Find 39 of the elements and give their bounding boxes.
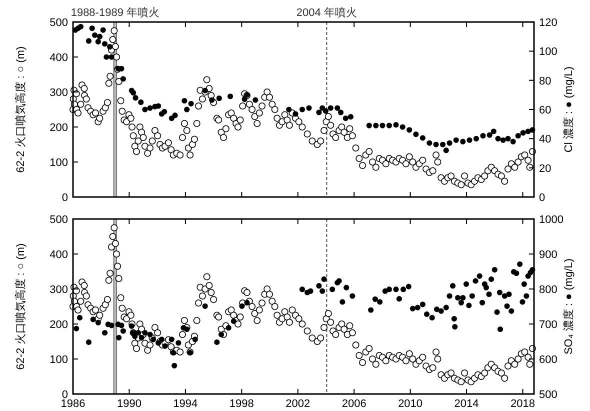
y2-tick-label: 120 — [539, 17, 558, 29]
x-tick-label: 2006 — [342, 398, 366, 410]
y-tick-label: 300 — [50, 87, 68, 99]
y2-tick-label: 0 — [539, 192, 546, 204]
x-tick-label: 1998 — [229, 398, 254, 410]
x-tick-label: 2014 — [454, 398, 479, 410]
x-tick-label: 1990 — [116, 398, 142, 410]
x-tick-label: 2010 — [398, 398, 423, 410]
y-tick-label: 200 — [50, 122, 68, 134]
y-tick-label: 500 — [50, 17, 68, 29]
y2-tick-label: 80 — [539, 75, 552, 88]
y-tick-label: 100 — [50, 354, 68, 366]
y2-tick-label: 700 — [539, 319, 558, 331]
y2-tick-label: 600 — [539, 354, 558, 366]
y2-tick-label: 40 — [539, 134, 552, 146]
y2-axis-title: Cl 濃度 : ● (mg/L) — [562, 66, 575, 153]
y2-tick-label: 60 — [539, 104, 552, 116]
band-label: 1988-1989 年噴火 — [70, 6, 160, 19]
y2-tick-label: 500 — [539, 389, 558, 401]
x-tick-label: 1994 — [173, 398, 198, 410]
y-tick-label: 200 — [50, 319, 68, 331]
y2-tick-label: 20 — [539, 162, 552, 175]
y2-tick-label: 100 — [539, 46, 558, 58]
y-axis-title: 62-2 火口噴気高度 : ○ (m) — [14, 46, 27, 173]
y-tick-label: 100 — [50, 157, 68, 169]
y-axis-title: 62-2 火口噴気高度 : ○ (m) — [14, 243, 27, 370]
x-tick-label: 2002 — [286, 398, 310, 410]
y-tick-label: 0 — [62, 192, 68, 204]
y2-tick-label: 800 — [539, 284, 558, 296]
x-tick-label: 1986 — [60, 398, 86, 410]
y2-axis-title: SO₄ 濃度 : ● (mg/L) — [562, 258, 575, 355]
y2-tick-label: 1000 — [539, 214, 564, 226]
y-tick-label: 500 — [50, 214, 68, 226]
x-tick-label: 2018 — [510, 398, 535, 410]
y-tick-label: 400 — [50, 52, 68, 64]
y-tick-label: 400 — [50, 249, 68, 261]
y2-tick-label: 900 — [539, 249, 558, 261]
ref-line-label: 2004 年噴火 — [296, 6, 357, 19]
y-tick-label: 300 — [50, 284, 68, 296]
